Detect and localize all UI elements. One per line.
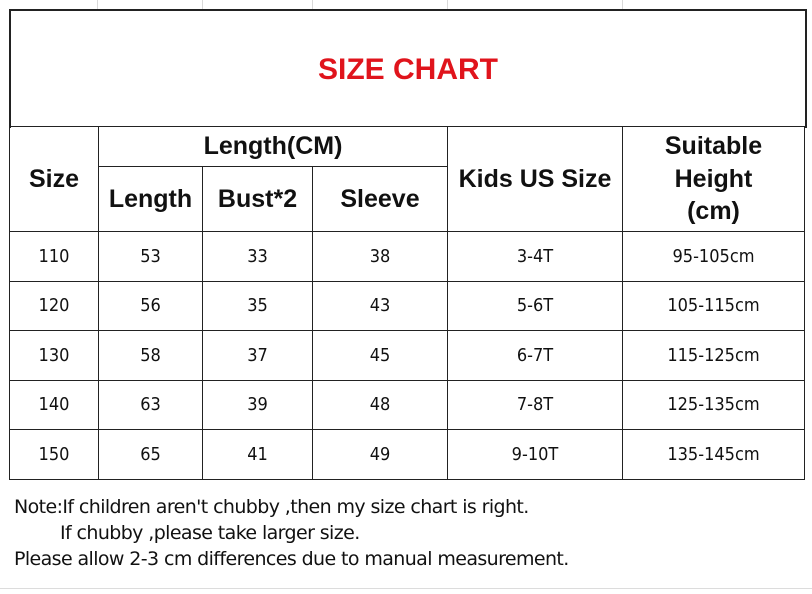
cell-height: 95-105cm bbox=[622, 231, 805, 282]
table-row: 120 56 35 43 5-6T 105-115cm bbox=[9, 280, 805, 331]
table-row: 110 53 33 38 3-4T 95-105cm bbox=[9, 231, 805, 282]
header-line: (cm) bbox=[687, 197, 740, 226]
header-kids-us-size: Kids US Size bbox=[447, 126, 623, 232]
cell-sleeve: 48 bbox=[312, 379, 448, 430]
cell-length: 63 bbox=[98, 379, 203, 430]
header-length-group: Length(CM) bbox=[98, 126, 448, 167]
cell-bust: 39 bbox=[202, 379, 313, 430]
cell-size: 140 bbox=[9, 379, 99, 430]
header-suitable-height: Suitable Height (cm) bbox=[622, 126, 805, 232]
header-length: Length bbox=[98, 166, 203, 232]
sheet-gridline bbox=[622, 0, 623, 10]
cell-sleeve: 45 bbox=[312, 330, 448, 381]
cell-length: 53 bbox=[98, 231, 203, 282]
note-line: Note:If children aren't chubby ,then my … bbox=[14, 496, 529, 518]
cell-height: 135-145cm bbox=[622, 429, 805, 480]
sheet-gridline bbox=[97, 0, 98, 10]
cell-kids-us-size: 7-8T bbox=[447, 379, 623, 430]
header-sleeve: Sleeve bbox=[312, 166, 448, 232]
cell-kids-us-size: 5-6T bbox=[447, 280, 623, 331]
cell-size: 110 bbox=[9, 231, 99, 282]
sheet-gridline bbox=[0, 588, 812, 589]
cell-bust: 41 bbox=[202, 429, 313, 480]
header-bust: Bust*2 bbox=[202, 166, 313, 232]
sheet-gridline bbox=[447, 0, 448, 10]
notes: Note:If children aren't chubby ,then my … bbox=[14, 494, 569, 572]
header-line: Suitable bbox=[664, 132, 763, 161]
cell-size: 150 bbox=[9, 429, 99, 480]
cell-sleeve: 49 bbox=[312, 429, 448, 480]
cell-size: 120 bbox=[9, 280, 99, 331]
cell-kids-us-size: 9-10T bbox=[447, 429, 623, 480]
title-box: SIZE CHART bbox=[9, 9, 807, 128]
cell-bust: 37 bbox=[202, 330, 313, 381]
sheet-gridline bbox=[202, 0, 203, 10]
cell-length: 65 bbox=[98, 429, 203, 480]
size-table: Size Length(CM) Kids US Size Suitable He… bbox=[9, 126, 805, 480]
cell-length: 58 bbox=[98, 330, 203, 381]
cell-sleeve: 43 bbox=[312, 280, 448, 331]
table-row: 140 63 39 48 7-8T 125-135cm bbox=[9, 379, 805, 430]
cell-height: 125-135cm bbox=[622, 379, 805, 430]
cell-bust: 35 bbox=[202, 280, 313, 331]
cell-kids-us-size: 3-4T bbox=[447, 231, 623, 282]
header-line: Height bbox=[674, 164, 753, 193]
cell-bust: 33 bbox=[202, 231, 313, 282]
cell-height: 115-125cm bbox=[622, 330, 805, 381]
sheet-gridline bbox=[312, 0, 313, 10]
cell-height: 105-115cm bbox=[622, 280, 805, 331]
header-size: Size bbox=[9, 126, 99, 232]
note-line: If chubby ,please take larger size. bbox=[60, 522, 360, 544]
cell-size: 130 bbox=[9, 330, 99, 381]
table-row: 150 65 41 49 9-10T 135-145cm bbox=[9, 429, 805, 480]
chart-title: SIZE CHART bbox=[318, 53, 498, 86]
cell-kids-us-size: 6-7T bbox=[447, 330, 623, 381]
cell-sleeve: 38 bbox=[312, 231, 448, 282]
cell-length: 56 bbox=[98, 280, 203, 331]
note-line: Please allow 2-3 cm differences due to m… bbox=[14, 548, 569, 570]
table-row: 130 58 37 45 6-7T 115-125cm bbox=[9, 330, 805, 381]
